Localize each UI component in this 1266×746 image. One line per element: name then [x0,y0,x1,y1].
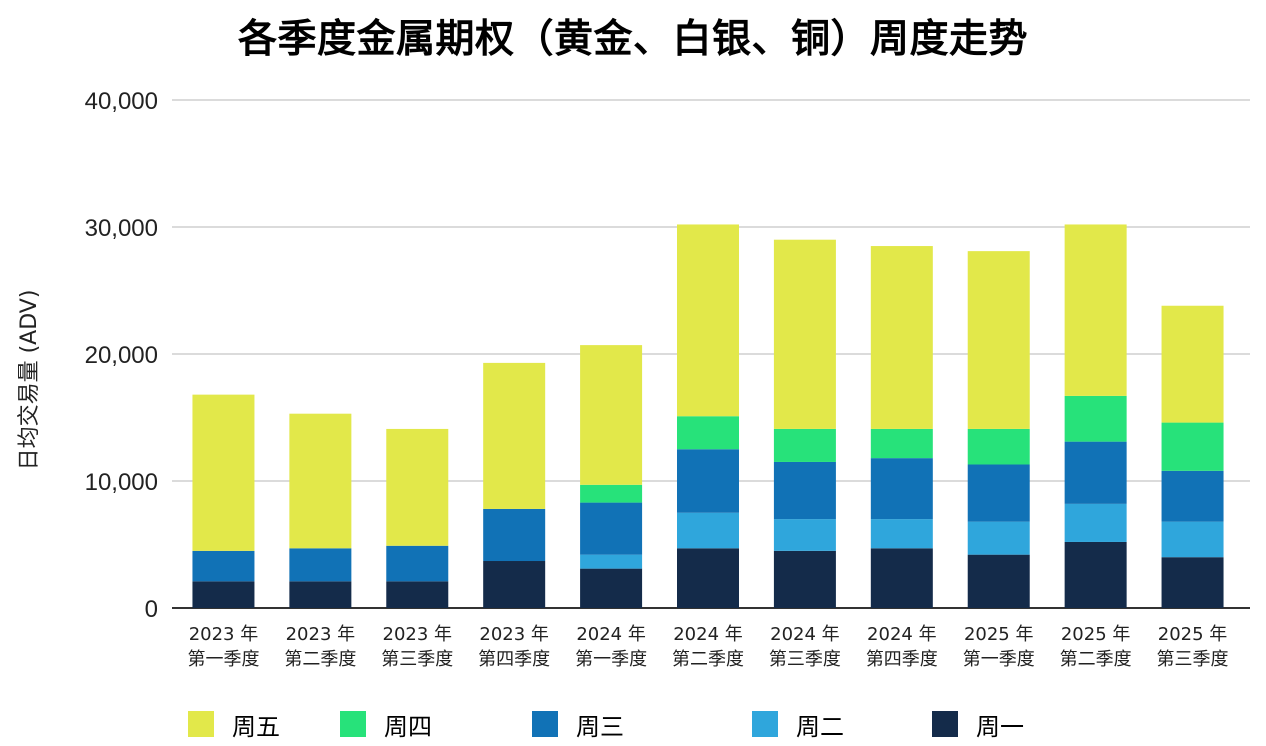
chart-title: 各季度金属期权（黄金、白银、铜）周度走势 [237,17,1028,62]
bar-segment [1064,441,1127,504]
x-tick-label: 第二季度 [284,649,356,670]
x-tick-label: 第二季度 [672,649,744,670]
x-tick-label: 第三季度 [381,649,453,670]
legend-swatch [532,711,558,737]
bar-segment [580,484,643,503]
x-tick-label: 第三季度 [769,649,841,670]
x-tick-label: 第二季度 [1060,649,1132,670]
legend-swatch [340,711,366,737]
bar-segment [192,581,255,608]
x-tick-label: 2024 年 [576,624,646,645]
bar-segment [1161,557,1224,608]
x-tick-label: 第一季度 [187,649,259,670]
bar-segment [1064,503,1127,542]
bar-segment [289,581,352,608]
bar-segment [192,394,255,551]
legend-swatch [188,711,214,737]
x-tick-label: 第三季度 [1157,649,1229,670]
legend-swatch [752,711,778,737]
x-tick-label: 第一季度 [575,649,647,670]
bar-segment [289,548,352,582]
x-tick-label: 第一季度 [963,649,1035,670]
y-tick-label: 40,000 [85,88,158,115]
legend-label: 周二 [796,712,844,741]
bar-segment [1161,305,1224,423]
x-tick-label: 2025 年 [964,624,1034,645]
y-tick-label: 30,000 [85,215,158,242]
bar-segment [773,550,836,608]
bar-segment [483,362,546,509]
legend-item: 周二 [752,706,844,742]
bar-segment [483,561,546,608]
legend-item: 周五 [188,706,280,742]
bar-segment [1161,470,1224,522]
bar-segment [289,413,352,549]
bar-segment [580,502,643,555]
legend-label: 周四 [384,712,432,741]
bar-segment [870,548,933,608]
x-tick-label: 2023 年 [383,624,453,645]
legend-label: 周一 [976,712,1024,741]
bar-segment [192,550,255,582]
bar-segment [386,545,449,582]
chart-legend: 周五 周四 周三 周二 周一 [0,706,1266,746]
y-tick-label: 10,000 [85,469,158,496]
bar-segment [483,508,546,562]
x-tick-label: 第四季度 [866,649,938,670]
bar-segment [1161,521,1224,558]
bar-segment [580,554,643,569]
x-tick-label: 2023 年 [479,624,549,645]
bar-segment [773,519,836,551]
bar-segment [773,239,836,429]
bar-segment [1064,541,1127,608]
bar-segment [580,345,643,485]
legend-item: 周三 [532,706,624,742]
legend-item: 周一 [932,706,1024,742]
bar-segment [967,428,1030,465]
y-axis-label: 日均交易量 (ADV) [17,290,42,471]
bar-segment [677,224,739,417]
bar-segment [386,428,449,546]
bar-segment [580,568,643,608]
x-tick-label: 2025 年 [1158,624,1228,645]
legend-swatch [932,711,958,737]
x-tick-label: 2024 年 [770,624,840,645]
bar-segment [1064,395,1127,442]
bar-segment [1064,224,1127,396]
bar-segment [967,521,1030,555]
bar-segment [386,581,449,608]
bar-segment [870,519,933,549]
y-tick-label: 0 [145,596,158,623]
legend-item: 周四 [340,706,432,742]
y-tick-label: 20,000 [85,342,158,369]
x-tick-label: 2025 年 [1061,624,1131,645]
bar-segment [677,449,739,513]
x-tick-label: 2023 年 [189,624,259,645]
legend-label: 周三 [576,712,624,741]
bar-segment [677,416,739,450]
bar-segment [967,554,1030,608]
bar-segment [967,464,1030,522]
bar-segment [677,548,739,608]
legend-label: 周五 [232,712,280,741]
x-tick-label: 2023 年 [286,624,356,645]
bar-segment [773,461,836,520]
bar-segment [870,428,933,459]
bar-segment [870,246,933,429]
bar-segment [870,458,933,520]
x-tick-label: 2024 年 [673,624,743,645]
bar-segment [773,428,836,462]
bar-segment [1161,422,1224,471]
bar-segment [677,512,739,549]
bar-segment [967,251,1030,429]
x-tick-label: 2024 年 [867,624,937,645]
x-tick-label: 第四季度 [478,649,550,670]
